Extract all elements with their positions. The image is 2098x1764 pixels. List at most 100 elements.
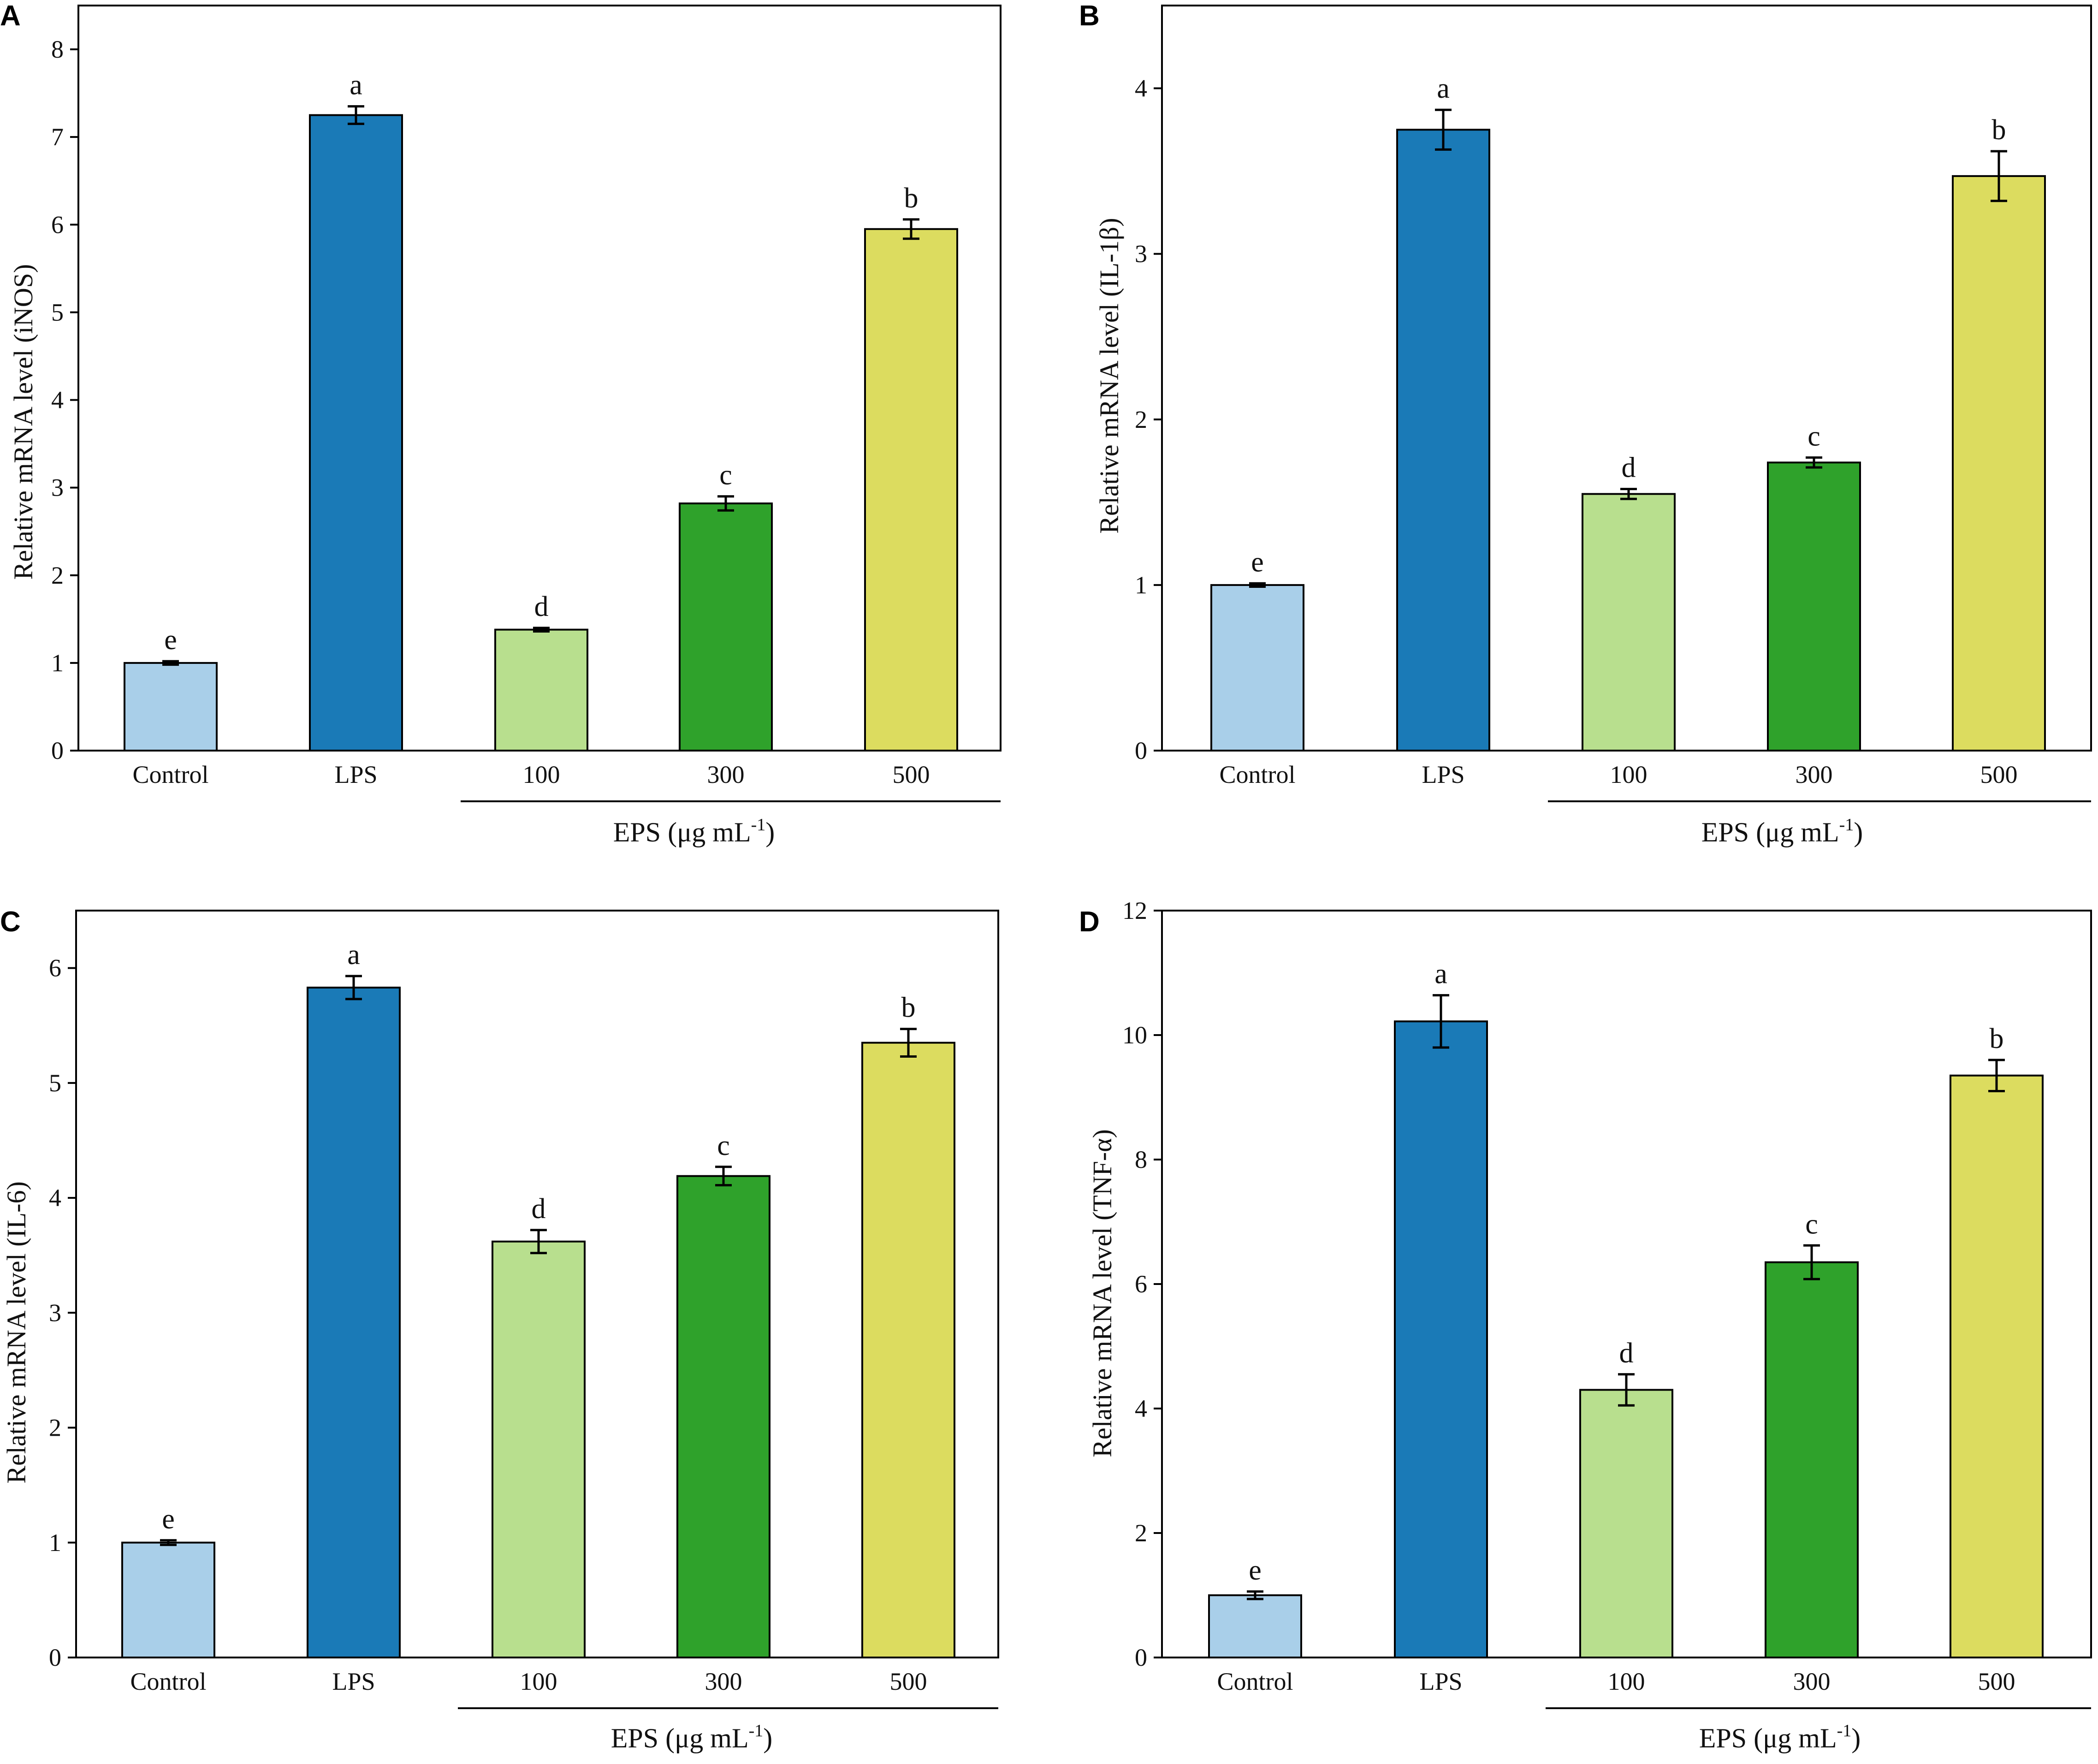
category-label: LPS — [1422, 761, 1464, 788]
y-tick-label: 12 — [1122, 897, 1147, 924]
plots: 012345678eControlaLPSd100c300b50001234eC… — [49, 5, 2092, 1709]
y-tick-label: 0 — [1135, 737, 1147, 764]
significance-letter: c — [719, 460, 732, 491]
y-tick-label: 6 — [49, 954, 61, 982]
significance-letter: c — [1805, 1208, 1818, 1240]
group-axis-close: ) — [763, 1723, 772, 1753]
y-axis-title: Relative mRNA level (IL-1β) — [1094, 218, 1124, 533]
y-tick-label: 3 — [51, 474, 64, 502]
y-tick-label: 1 — [49, 1529, 61, 1557]
significance-letter: a — [350, 70, 362, 101]
bar-500 — [861, 1042, 955, 1659]
y-axis-title: Relative mRNA level (iNOS) — [8, 264, 38, 580]
y-tick-label: 7 — [51, 123, 64, 151]
group-axis-close: ) — [1851, 1723, 1861, 1753]
y-tick-label: 0 — [49, 1644, 61, 1671]
significance-letter: d — [532, 1193, 546, 1225]
category-label: 500 — [890, 1668, 927, 1695]
category-label: LPS — [1419, 1668, 1462, 1695]
bar-lps — [307, 986, 401, 1658]
y-tick-label: 6 — [1135, 1270, 1147, 1298]
y-tick-label: 4 — [1135, 75, 1147, 102]
panel-b: B Relative mRNA level (IL-1β) EPS (μg mL… — [1079, 0, 1863, 847]
category-label: 100 — [1610, 761, 1648, 788]
bar-100 — [492, 1240, 586, 1659]
panel-letter: B — [1079, 0, 1100, 32]
panel-c: C Relative mRNA level (IL-6) EPS (μg mL-… — [0, 906, 772, 1753]
group-axis-exponent: -1 — [1837, 1721, 1852, 1740]
bar-100 — [1579, 1389, 1673, 1658]
group-axis-text: EPS (μg mL — [611, 1723, 749, 1753]
group-axis-close: ) — [1854, 817, 1863, 847]
y-tick-label: 0 — [1135, 1644, 1147, 1671]
y-tick-label: 2 — [49, 1414, 61, 1442]
y-tick-label: 1 — [1135, 571, 1147, 599]
bar-300 — [679, 502, 773, 752]
chart-panel-d: 0 2 4 6 8 10 12 e Control a LPS d 100 c 300 b 500 — [1122, 897, 2092, 1709]
bar-lps — [1394, 1020, 1488, 1658]
significance-letter: c — [717, 1130, 730, 1161]
category-label: Control — [1217, 1668, 1293, 1695]
category-label: 100 — [1608, 1668, 1645, 1695]
bar-500 — [1952, 175, 2046, 752]
y-tick-label: 8 — [1135, 1146, 1147, 1173]
significance-letter: e — [162, 1504, 175, 1535]
y-tick-label: 6 — [51, 211, 64, 238]
group-axis-exponent: -1 — [751, 815, 766, 835]
bar-control — [1208, 1594, 1302, 1658]
group-axis-label: EPS (μg mL-1) — [613, 815, 775, 847]
bar-500 — [1950, 1074, 2044, 1658]
panel-letter: D — [1079, 906, 1100, 938]
group-axis-exponent: -1 — [749, 1721, 764, 1740]
category-label: 500 — [1978, 1668, 2015, 1695]
bar-300 — [1767, 462, 1861, 752]
category-label: Control — [130, 1668, 206, 1695]
y-tick-label: 1 — [51, 649, 64, 677]
y-tick-label: 2 — [1135, 1519, 1147, 1547]
category-label: 300 — [1796, 761, 1833, 788]
group-axis-close: ) — [765, 817, 775, 847]
significance-letter: b — [1992, 114, 2006, 146]
group-axis-exponent: -1 — [1839, 815, 1854, 835]
y-tick-label: 4 — [51, 386, 64, 414]
category-label: Control — [132, 761, 208, 788]
y-tick-label: 3 — [1135, 240, 1147, 268]
significance-letter: d — [1619, 1338, 1634, 1369]
significance-letter: b — [904, 183, 919, 214]
y-tick-label: 4 — [49, 1184, 61, 1212]
chart-panel-c: 0 1 2 3 4 5 6 e Control a LPS d 100 c 300 b 500 — [49, 910, 999, 1709]
group-axis-text: EPS (μg mL — [1701, 817, 1839, 847]
y-axis-title: Relative mRNA level (IL-6) — [1, 1181, 31, 1484]
category-label: Control — [1219, 761, 1295, 788]
y-tick-label: 8 — [51, 36, 64, 63]
group-axis-text: EPS (μg mL — [1699, 1723, 1837, 1753]
y-tick-label: 0 — [51, 737, 64, 764]
bar-300 — [676, 1175, 770, 1659]
group-axis-label: EPS (μg mL-1) — [1701, 815, 1863, 847]
significance-letter: e — [164, 624, 177, 656]
significance-letter: e — [1251, 546, 1264, 578]
group-axis-text: EPS (μg mL — [613, 817, 751, 847]
category-label: 100 — [523, 761, 560, 788]
bar-100 — [494, 628, 588, 752]
panel-d: D Relative mRNA level (TNF-α) EPS (μg mL… — [1079, 906, 1861, 1753]
y-axis-title: Relative mRNA level (TNF-α) — [1087, 1129, 1117, 1457]
significance-letter: d — [1622, 452, 1636, 484]
y-tick-label: 2 — [1135, 406, 1147, 433]
chart-panel-b: 0 1 2 3 4 e Control a LPS d 100 c 300 b 500 — [1135, 5, 2092, 802]
y-tick-label: 3 — [49, 1299, 61, 1326]
category-label: 300 — [707, 761, 745, 788]
significance-letter: b — [1990, 1023, 2004, 1054]
chart-panel-a: 0 1 2 3 4 5 6 7 8 e Control a LPS d 100 c 300 b 500 — [51, 5, 1002, 802]
y-tick-label: 10 — [1122, 1021, 1147, 1049]
y-tick-label: 2 — [51, 562, 64, 589]
group-axis-label: EPS (μg mL-1) — [611, 1721, 773, 1753]
significance-letter: e — [1249, 1555, 1262, 1586]
significance-letter: b — [901, 992, 916, 1024]
y-tick-label: 5 — [49, 1069, 61, 1097]
panel-letter: A — [0, 0, 21, 32]
significance-letter: a — [347, 939, 360, 971]
panel-a: A Relative mRNA level (iNOS) EPS (μg mL-… — [0, 0, 775, 847]
category-label: LPS — [334, 761, 377, 788]
